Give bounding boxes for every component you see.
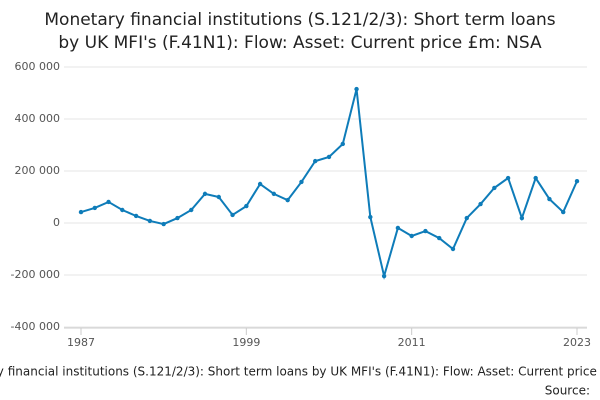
y-tick-label: 0 xyxy=(53,216,60,229)
point xyxy=(244,203,249,209)
point xyxy=(340,141,345,147)
y-tick-label: -200 000 xyxy=(11,268,60,281)
point xyxy=(368,214,373,220)
chart-title: Monetary financial institutions (S.121/2… xyxy=(44,10,555,30)
point xyxy=(92,205,97,211)
y-tick-label: 600 000 xyxy=(15,60,61,73)
point xyxy=(409,233,414,239)
point xyxy=(395,225,401,231)
point xyxy=(464,215,469,221)
point xyxy=(533,175,538,181)
point xyxy=(437,235,442,241)
x-tick-label: 1987 xyxy=(67,336,95,349)
point xyxy=(202,191,208,197)
x-tick-label: 2023 xyxy=(563,336,591,349)
point xyxy=(299,179,304,185)
source: Source: xyxy=(545,384,590,398)
point xyxy=(161,221,166,227)
y-tick-label: -400 000 xyxy=(11,320,60,333)
y-tick-label: 200 000 xyxy=(15,164,61,177)
x-tick-label: 1999 xyxy=(232,336,260,349)
point xyxy=(78,209,84,215)
point xyxy=(547,196,552,202)
point xyxy=(106,199,111,205)
point xyxy=(574,178,580,184)
point xyxy=(147,218,153,224)
point xyxy=(120,207,125,213)
chart-title: by UK MFI's (F.41N1): Flow: Asset: Curre… xyxy=(58,33,542,53)
point xyxy=(478,201,483,207)
point xyxy=(561,209,566,215)
point xyxy=(381,273,387,279)
x-axis-label: Monetary financial institutions (S.121/2… xyxy=(0,365,600,379)
point xyxy=(423,228,428,234)
point xyxy=(326,154,332,160)
point xyxy=(450,246,456,252)
point xyxy=(354,86,359,92)
point xyxy=(257,181,263,187)
point xyxy=(230,212,235,218)
point xyxy=(271,191,277,197)
point xyxy=(505,175,511,181)
y-tick-label: 400 000 xyxy=(15,112,61,125)
line xyxy=(80,88,578,281)
point xyxy=(313,158,318,164)
x-tick-label: 2011 xyxy=(398,336,426,349)
point xyxy=(175,215,180,221)
point xyxy=(492,185,497,191)
point xyxy=(216,194,221,200)
point xyxy=(285,197,290,203)
point xyxy=(519,215,525,221)
point xyxy=(189,207,194,213)
point xyxy=(133,213,139,219)
